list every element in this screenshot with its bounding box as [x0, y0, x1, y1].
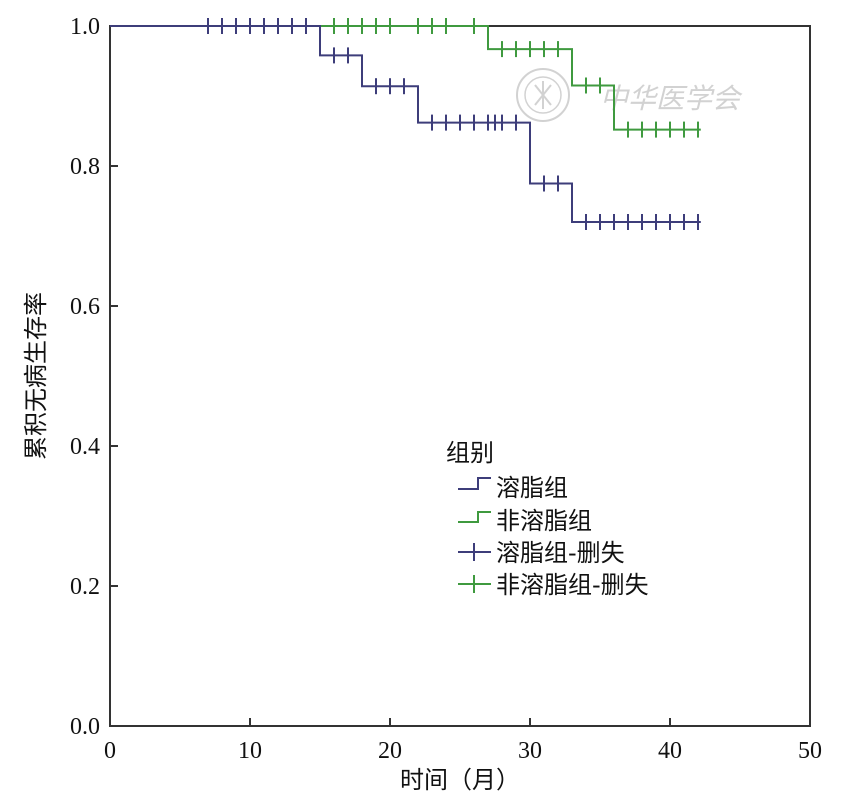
watermark-text: 中华医学会 [600, 82, 743, 115]
x-tick-label: 30 [518, 738, 542, 764]
legend-swatch-step-1 [458, 477, 491, 490]
legend-label-3: 溶脂组-删失 [496, 539, 625, 567]
x-tick-label: 40 [658, 738, 682, 764]
x-tick-label: 10 [238, 738, 262, 764]
legend-label-2: 非溶脂组 [496, 507, 592, 535]
x-tick-label: 50 [798, 738, 822, 764]
legend-item-1: 溶脂组 [458, 474, 568, 502]
y-tick-label: 0.8 [70, 154, 100, 180]
plot-frame [109, 25, 811, 727]
legend-title: 组别 [446, 439, 494, 467]
legend-swatch-censor-1 [458, 543, 491, 561]
legend-item-3: 溶脂组-删失 [458, 539, 625, 567]
y-axis-title: 累积无病生存率 [22, 292, 50, 460]
y-tick-label: 0.0 [70, 714, 100, 740]
legend-swatch-censor-2 [458, 575, 491, 593]
x-axis-title: 时间（月） [400, 766, 520, 794]
y-tick-label: 0.6 [70, 294, 100, 320]
watermark-seal-icon [516, 68, 570, 122]
legend-label-4: 非溶脂组-删失 [496, 571, 649, 599]
x-tick-label: 0 [104, 738, 116, 764]
y-tick-label: 1.0 [70, 14, 100, 40]
y-tick-label: 0.2 [70, 574, 100, 600]
watermark: 中华医学会 [516, 68, 743, 122]
legend: 组别 溶脂组 非溶脂组 溶脂组-删失 非溶脂组-删失 [446, 439, 649, 599]
legend-label-1: 溶脂组 [496, 474, 568, 502]
legend-item-4: 非溶脂组-删失 [458, 571, 649, 599]
series-layer [110, 18, 701, 230]
y-axis: 0.0 0.2 0.4 0.6 0.8 1.0 [70, 14, 118, 740]
legend-swatch-step-2 [458, 511, 491, 523]
legend-item-2: 非溶脂组 [458, 507, 592, 535]
y-tick-label: 0.4 [70, 434, 100, 460]
series-line-2 [110, 25, 701, 131]
series-line-1 [110, 25, 701, 223]
x-axis: 0 10 20 30 40 50 [104, 718, 822, 764]
x-tick-label: 20 [378, 738, 402, 764]
